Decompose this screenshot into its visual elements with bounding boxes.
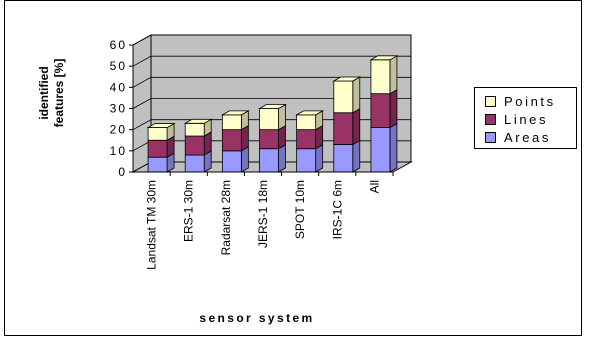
bar-side-lines-irs-1c-6m	[352, 108, 361, 146]
bar-lines-ers-1-30m	[184, 135, 205, 156]
legend-item-lines: Lines	[485, 111, 548, 127]
gridline	[132, 76, 411, 88]
x-tick-label: JERS-1 18m	[256, 180, 270, 248]
bar-side-areas-jers-1-18m	[278, 144, 286, 173]
bar-top-points-spot-10m	[295, 110, 325, 116]
bar-points-landsat-tm-30m	[147, 127, 168, 141]
x-tick-label: All	[367, 180, 381, 193]
bar-top-points-irs-1c-6m	[332, 76, 362, 82]
chart-legend: Points Lines Areas	[474, 87, 577, 149]
y-tick-label: 0	[118, 165, 127, 179]
bar-lines-jers-1-18m	[259, 129, 279, 150]
legend-item-points: Points	[485, 93, 556, 109]
y-tick-label: 40	[110, 80, 127, 94]
bar-points-ers-1-30m	[184, 122, 205, 137]
y-tick-label: 50	[110, 59, 127, 73]
y-tick-label: 20	[110, 123, 127, 137]
gridline	[132, 98, 411, 109]
bar-areas-spot-10m	[296, 148, 317, 173]
bar-areas-radarsat-28m	[221, 150, 242, 173]
legend-swatch-lines	[485, 113, 496, 125]
gridline	[132, 119, 411, 131]
bar-side-points-irs-1c-6m	[352, 76, 361, 114]
legend-label-lines: Lines	[504, 111, 549, 127]
bar-lines-spot-10m	[296, 129, 317, 150]
x-axis-label: sensor system	[199, 311, 314, 325]
legend-label-points: Points	[504, 93, 556, 109]
bar-top-points-jers-1-18m	[257, 104, 288, 109]
bar-points-all	[370, 59, 391, 95]
bar-points-jers-1-18m	[259, 108, 279, 131]
bar-top-points-ers-1-30m	[183, 118, 213, 124]
bar-side-areas-irs-1c-6m	[352, 139, 361, 173]
bar-areas-irs-1c-6m	[333, 144, 354, 173]
y-tick-label: 30	[110, 102, 127, 116]
y-axis-label-line-2: features [%]	[52, 59, 66, 128]
bar-areas-jers-1-18m	[259, 148, 279, 173]
y-tick-label: 60	[110, 38, 127, 52]
x-tick-label: ERS-1 30m	[182, 180, 196, 242]
x-tick-label: SPOT 10m	[293, 180, 307, 239]
x-tick-label: Landsat TM 30m	[145, 180, 159, 270]
bar-side-areas-spot-10m	[315, 144, 324, 173]
bar-lines-all	[370, 93, 391, 128]
y-axis-label-line-1: identified	[37, 66, 51, 119]
x-tick-label: IRS-1C 6m	[330, 180, 344, 239]
bar-side-lines-all	[389, 88, 398, 129]
bar-points-irs-1c-6m	[333, 80, 354, 114]
legend-swatch-points	[485, 95, 496, 107]
bar-areas-ers-1-30m	[184, 154, 205, 173]
bar-top-points-radarsat-28m	[220, 110, 250, 116]
gridline	[132, 34, 411, 46]
bar-lines-radarsat-28m	[221, 129, 242, 152]
x-tick-label: Radarsat 28m	[219, 180, 233, 255]
legend-item-areas: Areas	[485, 129, 551, 145]
bar-side-areas-all	[389, 122, 398, 173]
bar-side-points-all	[389, 55, 398, 95]
legend-label-areas: Areas	[504, 129, 551, 145]
bar-points-spot-10m	[296, 114, 317, 131]
legend-swatch-areas	[485, 131, 496, 143]
bar-top-points-all	[369, 55, 399, 61]
bar-lines-irs-1c-6m	[333, 112, 354, 145]
bar-areas-landsat-tm-30m	[147, 156, 168, 173]
bar-areas-all	[370, 127, 391, 173]
gridline	[132, 55, 411, 67]
y-tick-label: 10	[110, 144, 127, 158]
bar-points-radarsat-28m	[221, 114, 242, 131]
bar-lines-landsat-tm-30m	[147, 139, 168, 158]
bar-top-points-landsat-tm-30m	[146, 123, 176, 128]
